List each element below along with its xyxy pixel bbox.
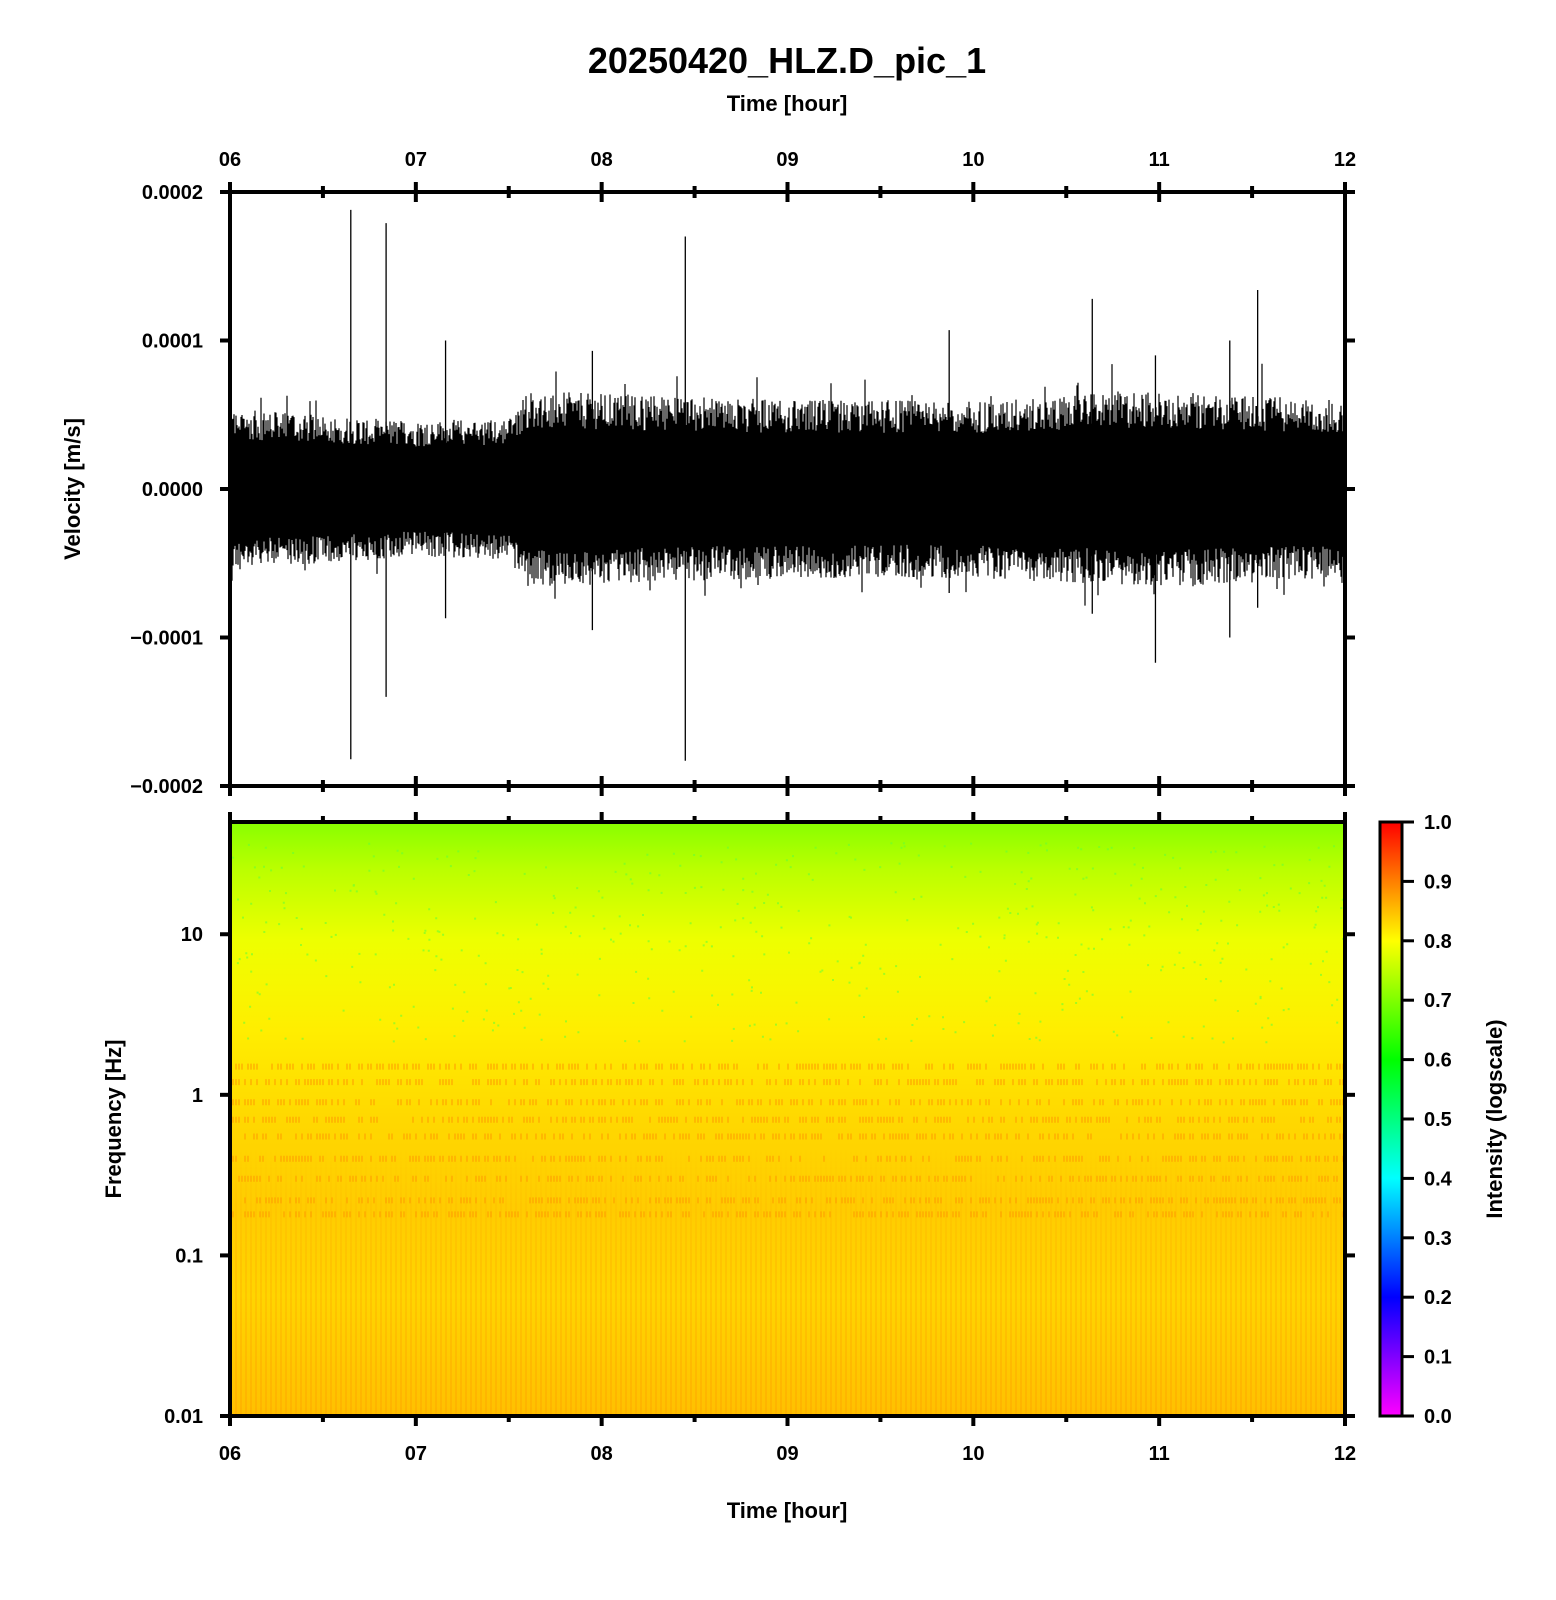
waveform-y-axis-label: Velocity [m/s] [60, 418, 85, 560]
colorbar-tick-label: 1.0 [1424, 812, 1452, 834]
spectrogram-y-tick-label: 10 [181, 924, 203, 946]
bottom-x-tick-label: 09 [776, 1443, 798, 1465]
top-x-tick-label: 12 [1334, 149, 1356, 171]
colorbar-tick-label: 0.9 [1424, 871, 1452, 893]
colorbar-tick-label: 0.1 [1424, 1347, 1452, 1369]
waveform-y-tick-label: −0.0002 [130, 776, 203, 798]
colorbar-tick-label: 0.2 [1424, 1287, 1452, 1309]
bottom-x-tick-label: 07 [405, 1443, 427, 1465]
spectrogram-y-ticks: 10 1 0.1 0.01 [164, 924, 1355, 1428]
waveform-core [230, 456, 1345, 522]
bottom-x-tick-label: 08 [591, 1443, 613, 1465]
spectrogram-y-tick-label: 1 [192, 1085, 203, 1107]
top-x-tick-label: 07 [405, 149, 427, 171]
waveform-trace [230, 209, 1345, 761]
waveform-y-ticks: 0.0002 0.0001 0.0000 −0.0001 −0.0002 [130, 182, 1355, 798]
bottom-x-axis-label: Time [hour] [727, 1498, 848, 1523]
colorbar-gradient [1378, 820, 1404, 1418]
waveform-y-tick-label: 0.0000 [142, 479, 203, 501]
waveform-y-tick-label: 0.0001 [142, 331, 203, 353]
colorbar-ticks: 1.0 0.9 0.8 0.7 0.6 0.5 0.4 0.3 0.2 0.1 0.0 [1402, 812, 1453, 1428]
spectrogram-x-ticks: 06 07 08 09 10 11 12 [219, 812, 1356, 1465]
waveform-y-tick-label: −0.0001 [130, 628, 203, 650]
colorbar: 1.0 0.9 0.8 0.7 0.6 0.5 0.4 0.3 0.2 0.1 0.0 Intens… [1378, 812, 1507, 1428]
bottom-x-tick-label: 12 [1334, 1443, 1356, 1465]
colorbar-tick-label: 0.7 [1424, 990, 1452, 1012]
top-x-tick-label: 08 [591, 149, 613, 171]
top-x-tick-label: 09 [776, 149, 798, 171]
colorbar-tick-label: 0.8 [1424, 931, 1452, 953]
top-x-tick-label: 06 [219, 149, 241, 171]
chart-title: 20250420_HLZ.D_pic_1 [588, 40, 986, 81]
spectrogram-panel: 06 07 08 09 10 11 12 10 1 0.1 0.01 Frequency [Hz]… [101, 812, 1356, 1523]
colorbar-tick-label: 0.6 [1424, 1050, 1452, 1072]
bottom-x-tick-label: 10 [962, 1443, 984, 1465]
colorbar-tick-label: 0.5 [1424, 1109, 1452, 1131]
spectrogram-y-tick-label: 0.01 [164, 1406, 203, 1428]
bottom-x-tick-label: 06 [219, 1443, 241, 1465]
waveform-y-tick-label: 0.0002 [142, 182, 203, 204]
colorbar-tick-label: 0.0 [1424, 1406, 1452, 1428]
spectrogram-stripes [230, 822, 1345, 1416]
spectrogram-y-tick-label: 0.1 [175, 1245, 203, 1267]
top-x-tick-label: 11 [1149, 149, 1170, 171]
colorbar-label: Intensity (logscale) [1482, 1019, 1507, 1218]
colorbar-tick-label: 0.3 [1424, 1228, 1452, 1250]
spectrogram-y-axis-label: Frequency [Hz] [101, 1040, 126, 1199]
colorbar-tick-label: 0.4 [1424, 1168, 1453, 1190]
top-x-axis-label: Time [hour] [727, 91, 848, 116]
bottom-x-tick-label: 11 [1149, 1443, 1170, 1465]
waveform-panel: 06 07 08 09 10 11 12 0.0002 0.0001 0.0000 −0.0001… [60, 149, 1356, 798]
top-x-tick-label: 10 [962, 149, 984, 171]
